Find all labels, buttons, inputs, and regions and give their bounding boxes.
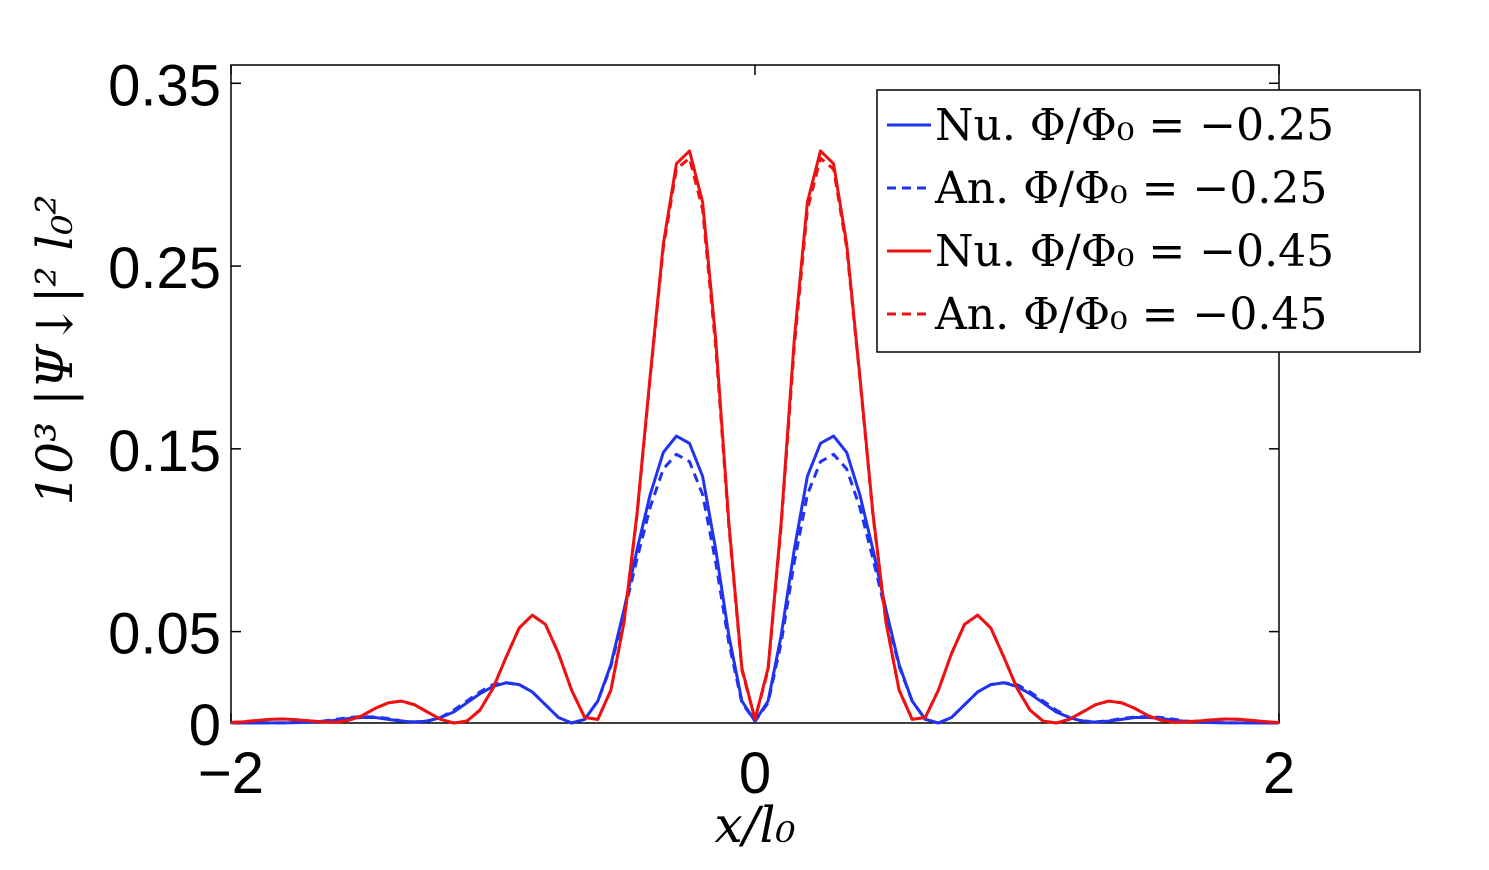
y-tick-label: 0.15 (108, 419, 221, 484)
y-tick-label: 0.35 (108, 53, 221, 118)
legend-label: Nu. Φ/Φ₀ = −0.25 (935, 100, 1334, 151)
y-axis-label: 10³ |Ψ↓|² l₀² (26, 194, 84, 505)
tick-labels: −2 0 200.050.150.250.35 (108, 53, 1295, 806)
x-tick-label: 2 (1263, 741, 1295, 806)
x-axis-label: x/l₀ (714, 796, 795, 854)
series-line (230, 156, 1280, 725)
series-line (231, 452, 1279, 725)
legend-label: An. Φ/Φ₀ = −0.45 (934, 289, 1327, 340)
x-tick-label: 0 (739, 741, 771, 806)
series-layer (230, 149, 1280, 725)
x-tick-label: −2 (198, 741, 264, 806)
legend-label: An. Φ/Φ₀ = −0.25 (934, 163, 1327, 214)
legend: Nu. Φ/Φ₀ = −0.25 An. Φ/Φ₀ = −0.25 Nu. Φ/Φ₀… (876, 89, 1421, 353)
legend-box (876, 89, 1421, 353)
y-tick-label: 0.05 (108, 602, 221, 667)
legend-label: Nu. Φ/Φ₀ = −0.45 (935, 226, 1334, 277)
legend-items: Nu. Φ/Φ₀ = −0.25 An. Φ/Φ₀ = −0.25 Nu. Φ/Φ₀… (887, 100, 1334, 340)
y-tick-label: 0.25 (108, 236, 221, 301)
y-tick-label: 0 (189, 693, 221, 758)
